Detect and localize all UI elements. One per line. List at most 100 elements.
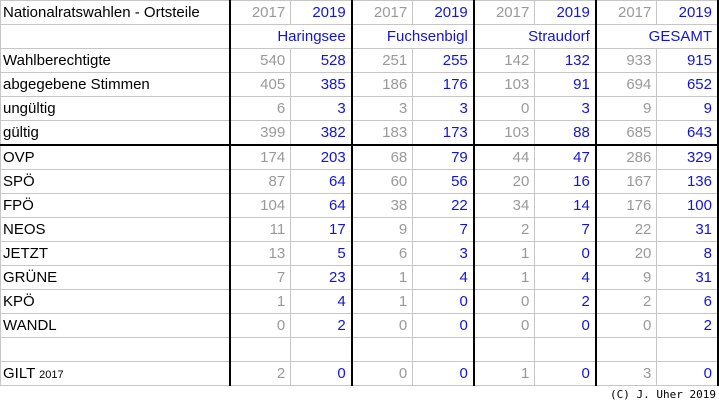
row-label: JETZT — [0, 241, 231, 266]
copyright-text: (C) J. Uher 2019 — [610, 388, 716, 401]
cell-2019: 9 — [656, 96, 719, 121]
row-label: FPÖ — [0, 193, 231, 218]
cell-2019: 8 — [656, 241, 719, 266]
year-header-row: Nationalratswahlen - Ortsteile 2017 2019… — [0, 0, 719, 25]
group-header-gesamt: GESAMT — [594, 24, 719, 49]
cell-2019 — [412, 337, 475, 362]
cell-2019: 5 — [290, 241, 353, 266]
cell-2019: 255 — [412, 48, 475, 73]
cell-2019: 173 — [412, 120, 475, 146]
row-label: NEOS — [0, 217, 231, 242]
cell-2019: 64 — [290, 193, 353, 218]
row-label: GRÜNE — [0, 265, 231, 290]
cell-2019: 0 — [534, 361, 597, 386]
cell-2019: 0 — [656, 361, 719, 386]
cell-2017: 0 — [472, 289, 536, 314]
table-body: Wahlberechtigte 540 528 251 255 142 132 933 915 a… — [0, 48, 719, 362]
year-header-2017: 2017 — [228, 0, 292, 25]
cell-2017: 399 — [228, 120, 292, 146]
cell-2017 — [472, 337, 536, 362]
cell-2017: 13 — [228, 241, 292, 266]
cell-2019: 652 — [656, 72, 719, 97]
cell-2019: 3 — [412, 241, 475, 266]
cell-2017 — [228, 337, 292, 362]
cell-2017: 1 — [472, 241, 536, 266]
cell-2017: 540 — [228, 48, 292, 73]
cell-2019: 88 — [534, 120, 597, 146]
cell-2017: 174 — [228, 144, 292, 170]
table-row: gültig 399 382 183 173 103 88 685 643 — [0, 120, 719, 146]
cell-2017: 0 — [594, 313, 658, 338]
year-header-2019: 2019 — [534, 0, 597, 25]
cell-2017: 11 — [228, 217, 292, 242]
gilt-label: GILT — [3, 365, 35, 382]
cell-2019: 64 — [290, 169, 353, 194]
cell-2019: 2 — [656, 313, 719, 338]
cell-2019 — [534, 337, 597, 362]
cell-2017: 405 — [228, 72, 292, 97]
cell-2017: 685 — [594, 120, 658, 146]
row-label: ungültig — [0, 96, 231, 121]
table-row: NEOS 11 17 9 7 2 7 22 31 — [0, 217, 719, 242]
cell-2017: 3 — [594, 361, 658, 386]
cell-2017: 1 — [228, 289, 292, 314]
cell-2019: 7 — [412, 217, 475, 242]
cell-2019: 0 — [412, 361, 475, 386]
cell-2019: 176 — [412, 72, 475, 97]
cell-2017: 183 — [350, 120, 414, 146]
row-label: gültig — [0, 120, 231, 146]
cell-2017: 2 — [472, 217, 536, 242]
cell-2019 — [656, 337, 719, 362]
cell-2019: 2 — [534, 289, 597, 314]
gilt-year-label: 2017 — [39, 369, 64, 381]
empty-cell — [0, 24, 231, 49]
cell-2017: 0 — [472, 313, 536, 338]
cell-2019: 100 — [656, 193, 719, 218]
table-row: WANDL 0 2 0 0 0 0 0 2 — [0, 313, 719, 338]
cell-2019: 0 — [534, 313, 597, 338]
cell-2019: 528 — [290, 48, 353, 73]
year-header-2019: 2019 — [656, 0, 719, 25]
group-header-haringsee: Haringsee — [228, 24, 353, 49]
cell-2019: 56 — [412, 169, 475, 194]
cell-2017: 0 — [228, 313, 292, 338]
cell-2017: 0 — [350, 361, 414, 386]
cell-2017: 1 — [472, 265, 536, 290]
table-row: Wahlberechtigte 540 528 251 255 142 132 933 915 — [0, 48, 719, 73]
cell-2019: 3 — [290, 96, 353, 121]
cell-2017: 9 — [594, 96, 658, 121]
cell-2017: 6 — [228, 96, 292, 121]
year-header-2019: 2019 — [290, 0, 353, 25]
group-header-row: Haringsee Fuchsenbigl Straudorf GESAMT — [0, 24, 719, 49]
row-label: WANDL — [0, 313, 231, 338]
cell-2019: 22 — [412, 193, 475, 218]
row-label — [0, 337, 231, 362]
cell-2017: 9 — [594, 265, 658, 290]
cell-2019: 14 — [534, 193, 597, 218]
cell-2019: 31 — [656, 217, 719, 242]
cell-2019: 382 — [290, 120, 353, 146]
cell-2017: 2 — [228, 361, 292, 386]
year-header-2017: 2017 — [594, 0, 658, 25]
cell-2017: 44 — [472, 144, 536, 170]
group-header-fuchsenbigl: Fuchsenbigl — [350, 24, 475, 49]
cell-2019: 0 — [412, 289, 475, 314]
cell-2019: 4 — [534, 265, 597, 290]
cell-2019: 4 — [412, 265, 475, 290]
cell-2017: 104 — [228, 193, 292, 218]
cell-2017: 20 — [472, 169, 536, 194]
year-header-2017: 2017 — [350, 0, 414, 25]
cell-2019: 0 — [412, 313, 475, 338]
cell-2019: 91 — [534, 72, 597, 97]
cell-2017: 7 — [228, 265, 292, 290]
cell-2017: 38 — [350, 193, 414, 218]
table-row: JETZT 13 5 6 3 1 0 20 8 — [0, 241, 719, 266]
table-row: ungültig 6 3 3 3 0 3 9 9 — [0, 96, 719, 121]
cell-2017: 3 — [350, 96, 414, 121]
cell-2019: 47 — [534, 144, 597, 170]
cell-2017: 60 — [350, 169, 414, 194]
row-label: KPÖ — [0, 289, 231, 314]
cell-2019: 16 — [534, 169, 597, 194]
